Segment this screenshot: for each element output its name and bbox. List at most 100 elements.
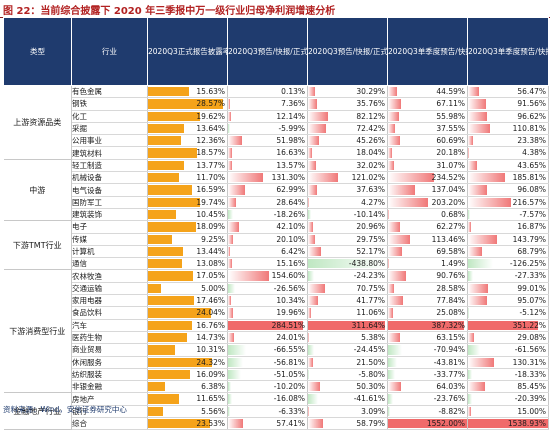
value-bar <box>148 333 187 342</box>
cell-value: 57.41% <box>276 418 305 429</box>
cell-disclosure: 10.45% <box>148 208 228 220</box>
cell-yoy: 10.34% <box>228 295 308 307</box>
cell-value: 20.96% <box>356 221 385 232</box>
cell-disclosure: 14.73% <box>148 331 228 343</box>
value-bar <box>468 161 477 170</box>
value-bar <box>388 382 401 391</box>
cell-value: 15.16% <box>276 258 305 269</box>
cell-disclosure: 13.64% <box>148 122 228 134</box>
value-bar <box>388 136 400 145</box>
cell-value: 1538.93% <box>508 418 546 429</box>
cell-value: 11.70% <box>196 172 225 183</box>
value-bar <box>308 407 309 416</box>
cell-sqq: -27.33% <box>468 270 549 282</box>
cell-value: 62.99% <box>276 184 305 195</box>
cell-value: 37.55% <box>436 123 465 134</box>
value-bar <box>308 271 314 280</box>
cell-value: -27.33% <box>515 270 546 281</box>
cell-value: -10.14% <box>354 209 385 220</box>
value-bar <box>308 185 317 194</box>
group-label: 下游TMT行业 <box>4 221 72 270</box>
cell-value: 90.76% <box>436 270 465 281</box>
cell-sqq: 96.08% <box>468 184 549 196</box>
value-bar <box>468 99 486 108</box>
cell-value: 45.26% <box>356 135 385 146</box>
cell-value: 19.62% <box>196 111 225 122</box>
value-bar <box>468 247 482 256</box>
cell-yoy: -56.81% <box>228 356 308 368</box>
value-bar <box>468 296 487 305</box>
value-bar <box>148 407 163 416</box>
cell-value: 121.02% <box>352 172 385 183</box>
cell-qoq: -24.23% <box>308 270 388 282</box>
cell-qoq: 58.79% <box>308 418 388 430</box>
cell-qoq: 11.06% <box>308 307 388 319</box>
cell-qoq: 82.12% <box>308 110 388 122</box>
cell-yoy: -66.55% <box>228 344 308 356</box>
cell-sqq: 56.47% <box>468 86 549 98</box>
cell-value: 55.98% <box>436 111 465 122</box>
cell-value: -24.23% <box>354 270 385 281</box>
value-bar <box>148 148 197 157</box>
value-bar <box>468 124 490 133</box>
cell-yoy: 28.64% <box>228 196 308 208</box>
cell-value: 5.00% <box>201 283 225 294</box>
cell-yoy: -51.05% <box>228 368 308 380</box>
cell-sq: 60.69% <box>388 135 468 147</box>
cell-value: 351.22% <box>513 320 546 331</box>
cell-value: 67.11% <box>436 98 465 109</box>
value-bar <box>388 87 397 96</box>
cell-sq: 203.20% <box>388 196 468 208</box>
industry-name: 采掘 <box>72 122 148 134</box>
value-bar <box>148 271 193 280</box>
value-bar <box>148 136 181 145</box>
value-bar <box>228 124 230 133</box>
industry-name: 纺织服装 <box>72 368 148 380</box>
cell-yoy: 15.16% <box>228 258 308 270</box>
cell-value: 56.47% <box>517 86 546 97</box>
cell-value: 1.49% <box>441 258 465 269</box>
cell-sq: 44.59% <box>388 86 468 98</box>
cell-value: 99.01% <box>517 283 546 294</box>
cell-value: 52.17% <box>356 246 385 257</box>
value-bar <box>308 148 312 157</box>
cell-disclosure: 19.62% <box>148 110 228 122</box>
industry-name: 通信 <box>72 258 148 270</box>
cell-sq: 1552.00% <box>388 418 468 430</box>
cell-value: 24.01% <box>276 332 305 343</box>
cell-qoq: 20.96% <box>308 221 388 233</box>
cell-yoy: -18.26% <box>228 208 308 220</box>
cell-value: 95.07% <box>517 295 546 306</box>
cell-sqq: 96.62% <box>468 110 549 122</box>
cell-value: 69.58% <box>436 246 465 257</box>
value-bar <box>228 284 235 293</box>
cell-sq: 67.11% <box>388 98 468 110</box>
value-bar <box>308 161 316 170</box>
value-bar <box>228 210 233 219</box>
cell-disclosure: 23.53% <box>148 418 228 430</box>
cell-sqq: 185.81% <box>468 172 549 184</box>
cell-sq: 113.46% <box>388 233 468 245</box>
value-bar <box>308 235 315 244</box>
value-bar <box>468 358 494 367</box>
value-bar <box>468 259 493 268</box>
cell-sq: 137.04% <box>388 184 468 196</box>
cell-value: 17.05% <box>196 270 225 281</box>
value-bar <box>308 99 317 108</box>
cell-value: 13.44% <box>196 246 225 257</box>
header-single-quarter-qoq: 2020Q3单季度预告/快报/正式报告净利润同比增速环比2020Q2(pct) <box>468 18 549 86</box>
cell-value: 284.51% <box>272 320 305 331</box>
cell-disclosure: 5.56% <box>148 405 228 417</box>
cell-disclosure: 18.09% <box>148 221 228 233</box>
value-bar <box>228 259 232 268</box>
industry-name: 电子 <box>72 221 148 233</box>
cell-value: 70.75% <box>356 283 385 294</box>
cell-sq: -70.94% <box>388 344 468 356</box>
industry-name: 家用电器 <box>72 295 148 307</box>
